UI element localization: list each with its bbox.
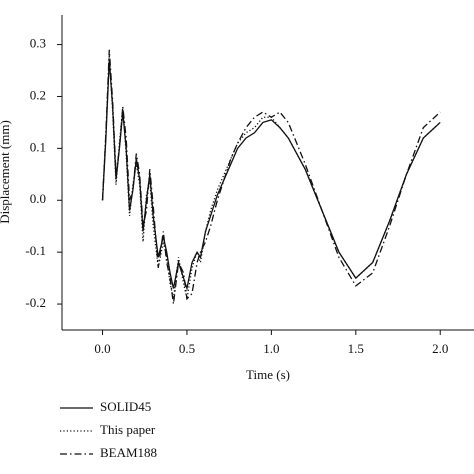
series-line bbox=[101, 54, 441, 299]
y-tick-label: 0.2 bbox=[30, 87, 46, 102]
x-tick-label: 0.5 bbox=[179, 341, 195, 356]
legend-label: BEAM188 bbox=[100, 445, 157, 460]
y-axis-label: Displacement (mm) bbox=[0, 120, 12, 224]
legend-label: This paper bbox=[100, 422, 156, 437]
legend-label: SOLID45 bbox=[100, 399, 151, 414]
series-line bbox=[101, 49, 441, 305]
series-line bbox=[101, 60, 441, 292]
x-tick-label: 1.0 bbox=[263, 341, 279, 356]
x-axis-label: Time (s) bbox=[246, 367, 290, 382]
y-tick-label: 0.0 bbox=[30, 191, 46, 206]
x-tick-label: 0.0 bbox=[94, 341, 110, 356]
x-tick-label: 2.0 bbox=[432, 341, 448, 356]
y-tick-label: -0.2 bbox=[25, 295, 46, 310]
y-tick-label: 0.1 bbox=[30, 139, 46, 154]
x-tick-label: 1.5 bbox=[348, 341, 364, 356]
y-tick-label: 0.3 bbox=[30, 36, 46, 51]
y-tick-label: -0.1 bbox=[25, 243, 46, 258]
